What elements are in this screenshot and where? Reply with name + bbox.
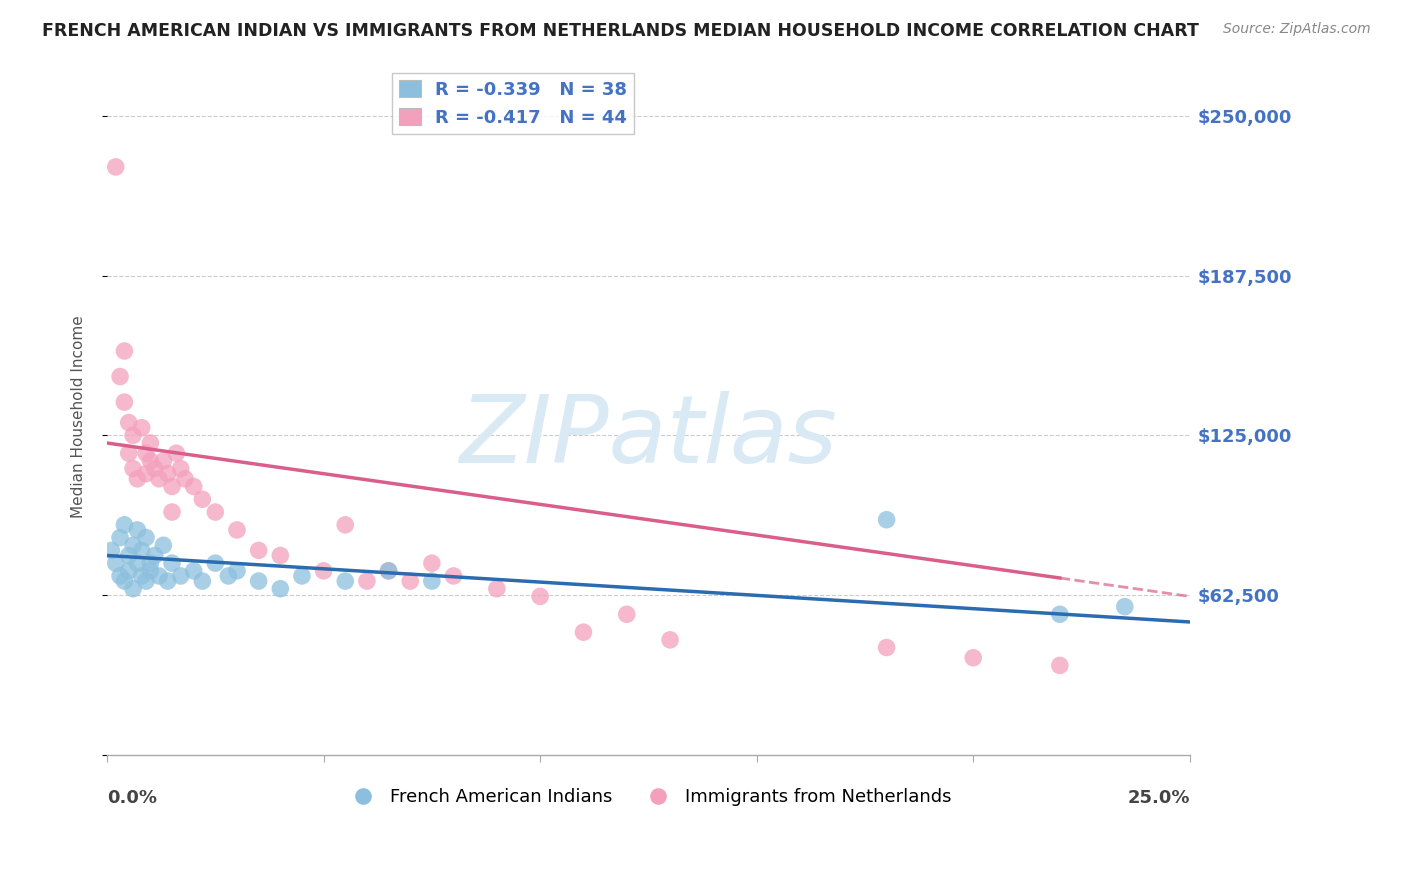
Point <box>118 549 141 563</box>
Point <box>399 574 422 588</box>
Legend: French American Indians, Immigrants from Netherlands: French American Indians, Immigrants from… <box>337 781 959 814</box>
Point <box>127 556 149 570</box>
Point <box>135 531 157 545</box>
Point <box>335 517 357 532</box>
Point <box>443 569 465 583</box>
Point <box>160 505 183 519</box>
Point <box>247 543 270 558</box>
Point <box>108 569 131 583</box>
Point <box>335 574 357 588</box>
Text: 25.0%: 25.0% <box>1128 789 1189 806</box>
Point <box>112 343 135 358</box>
Text: ZIPatlas: ZIPatlas <box>460 391 838 482</box>
Point <box>291 569 314 583</box>
Point <box>112 395 135 409</box>
Point <box>127 472 149 486</box>
Point <box>183 564 205 578</box>
Point <box>122 461 145 475</box>
Point <box>1049 607 1071 622</box>
Point <box>139 436 162 450</box>
Y-axis label: Median Household Income: Median Household Income <box>72 315 86 517</box>
Point <box>174 472 197 486</box>
Point <box>131 569 153 583</box>
Point <box>356 574 378 588</box>
Point <box>1049 658 1071 673</box>
Point <box>131 543 153 558</box>
Point <box>226 523 249 537</box>
Point <box>165 446 187 460</box>
Point <box>118 446 141 460</box>
Point <box>104 160 127 174</box>
Point <box>122 428 145 442</box>
Point <box>962 650 984 665</box>
Point <box>108 531 131 545</box>
Point <box>156 467 179 481</box>
Point <box>152 538 174 552</box>
Point <box>122 582 145 596</box>
Point <box>659 632 682 647</box>
Point <box>160 556 183 570</box>
Point <box>377 564 399 578</box>
Point <box>876 513 898 527</box>
Point <box>152 454 174 468</box>
Point <box>204 505 226 519</box>
Point <box>104 556 127 570</box>
Point <box>312 564 335 578</box>
Point <box>876 640 898 655</box>
Point <box>118 416 141 430</box>
Point <box>485 582 508 596</box>
Point <box>135 574 157 588</box>
Point <box>183 479 205 493</box>
Point <box>191 492 214 507</box>
Text: FRENCH AMERICAN INDIAN VS IMMIGRANTS FROM NETHERLANDS MEDIAN HOUSEHOLD INCOME CO: FRENCH AMERICAN INDIAN VS IMMIGRANTS FRO… <box>42 22 1199 40</box>
Point <box>572 625 595 640</box>
Point <box>135 467 157 481</box>
Point <box>118 564 141 578</box>
Point <box>148 569 170 583</box>
Point <box>1114 599 1136 614</box>
Point <box>143 549 166 563</box>
Text: Source: ZipAtlas.com: Source: ZipAtlas.com <box>1223 22 1371 37</box>
Point <box>127 523 149 537</box>
Point <box>135 446 157 460</box>
Point <box>269 549 291 563</box>
Text: 0.0%: 0.0% <box>107 789 157 806</box>
Point <box>377 564 399 578</box>
Point <box>112 517 135 532</box>
Point <box>170 569 193 583</box>
Point <box>420 556 443 570</box>
Point <box>156 574 179 588</box>
Point <box>108 369 131 384</box>
Point <box>247 574 270 588</box>
Point <box>217 569 239 583</box>
Point <box>616 607 638 622</box>
Point <box>139 556 162 570</box>
Point <box>170 461 193 475</box>
Point <box>529 590 551 604</box>
Point <box>204 556 226 570</box>
Point <box>226 564 249 578</box>
Point <box>160 479 183 493</box>
Point <box>112 574 135 588</box>
Point <box>143 461 166 475</box>
Point <box>191 574 214 588</box>
Point <box>420 574 443 588</box>
Point <box>122 538 145 552</box>
Point <box>269 582 291 596</box>
Point <box>100 543 122 558</box>
Point <box>139 454 162 468</box>
Point <box>148 472 170 486</box>
Point <box>139 564 162 578</box>
Point <box>131 420 153 434</box>
